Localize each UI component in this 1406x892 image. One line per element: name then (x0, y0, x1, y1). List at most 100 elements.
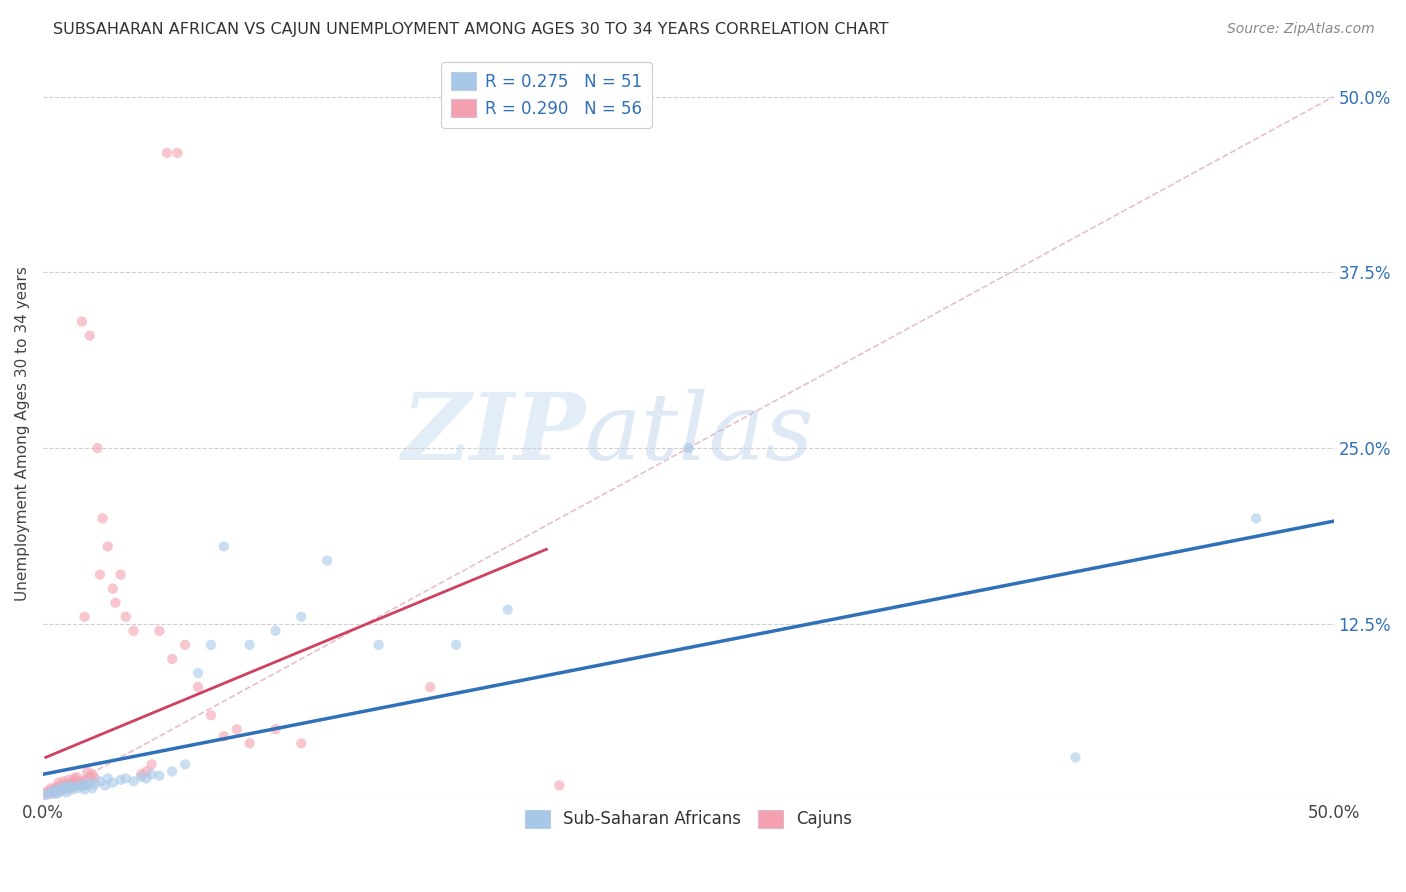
Legend: Sub-Saharan Africans, Cajuns: Sub-Saharan Africans, Cajuns (517, 803, 859, 835)
Point (76, 779, 98, 793)
Point (678, 441, 700, 455)
Point (48, 785, 70, 799)
Point (37, 784, 59, 798)
Point (129, 770, 152, 784)
Point (82, 767, 104, 781)
Point (104, 596, 127, 610)
Point (39, 781, 62, 796)
Point (35, 789, 58, 803)
Point (89, 567, 111, 582)
Point (66, 770, 89, 784)
Point (60, 782, 83, 797)
Point (148, 769, 170, 783)
Point (97, 540, 120, 554)
Point (122, 774, 145, 789)
Point (45, 784, 67, 798)
Point (110, 567, 132, 582)
Point (1064, 750, 1087, 764)
Point (101, 582, 124, 596)
Point (156, 145, 179, 160)
Point (141, 757, 163, 772)
Point (51, 781, 73, 796)
Point (70, 314, 93, 328)
Point (239, 736, 262, 750)
Point (290, 736, 312, 750)
Point (200, 638, 222, 652)
Point (135, 764, 157, 779)
Point (89, 774, 111, 789)
Point (91, 511, 114, 525)
Point (66, 774, 89, 789)
Point (174, 757, 197, 772)
Point (63, 772, 86, 786)
Point (42, 782, 65, 797)
Point (166, 145, 188, 160)
Point (290, 609, 312, 624)
Point (58, 779, 80, 793)
Point (70, 775, 93, 789)
Point (67, 779, 90, 793)
Point (51, 782, 73, 797)
Point (83, 772, 105, 786)
Point (63, 777, 86, 791)
Point (76, 764, 98, 779)
Point (97, 772, 120, 786)
Point (187, 680, 209, 694)
Point (225, 723, 247, 737)
Point (135, 772, 157, 786)
Point (114, 772, 136, 786)
Point (79, 775, 101, 789)
Point (82, 781, 104, 796)
Point (86, 441, 108, 455)
Point (141, 767, 163, 781)
Text: SUBSAHARAN AFRICAN VS CAJUN UNEMPLOYMENT AMONG AGES 30 TO 34 YEARS CORRELATION C: SUBSAHARAN AFRICAN VS CAJUN UNEMPLOYMENT… (53, 22, 889, 37)
Text: atlas: atlas (585, 389, 814, 479)
Point (52, 780, 75, 794)
Point (67, 779, 90, 793)
Point (73, 782, 96, 797)
Point (174, 638, 197, 652)
Point (73, 772, 96, 787)
Point (367, 638, 389, 652)
Point (83, 777, 105, 791)
Point (60, 775, 83, 789)
Point (39, 787, 62, 801)
Point (45, 782, 67, 797)
Point (58, 781, 80, 796)
Point (264, 624, 287, 638)
Point (110, 772, 132, 787)
Point (1244, 511, 1267, 525)
Point (79, 328, 101, 343)
Point (94, 779, 117, 793)
Point (51, 779, 73, 793)
Point (58, 779, 80, 793)
Point (148, 624, 170, 638)
Point (212, 540, 235, 554)
Point (48, 781, 70, 796)
Point (55, 785, 77, 799)
Point (114, 609, 136, 624)
Point (45, 787, 67, 801)
Point (200, 708, 222, 723)
Point (419, 680, 441, 694)
Point (160, 652, 183, 666)
Point (122, 624, 145, 638)
Point (66, 781, 89, 796)
Point (39, 785, 62, 799)
Point (316, 553, 339, 567)
Point (45, 780, 67, 794)
Point (37, 787, 59, 801)
Text: ZIP: ZIP (401, 389, 585, 479)
Point (264, 723, 287, 737)
Point (58, 772, 80, 787)
Point (51, 784, 73, 798)
Point (444, 638, 467, 652)
Point (129, 767, 152, 781)
Point (79, 770, 101, 784)
Point (35, 785, 58, 799)
Point (101, 775, 124, 789)
Point (52, 774, 75, 789)
Point (548, 779, 571, 793)
Point (48, 775, 70, 789)
Point (42, 785, 65, 799)
